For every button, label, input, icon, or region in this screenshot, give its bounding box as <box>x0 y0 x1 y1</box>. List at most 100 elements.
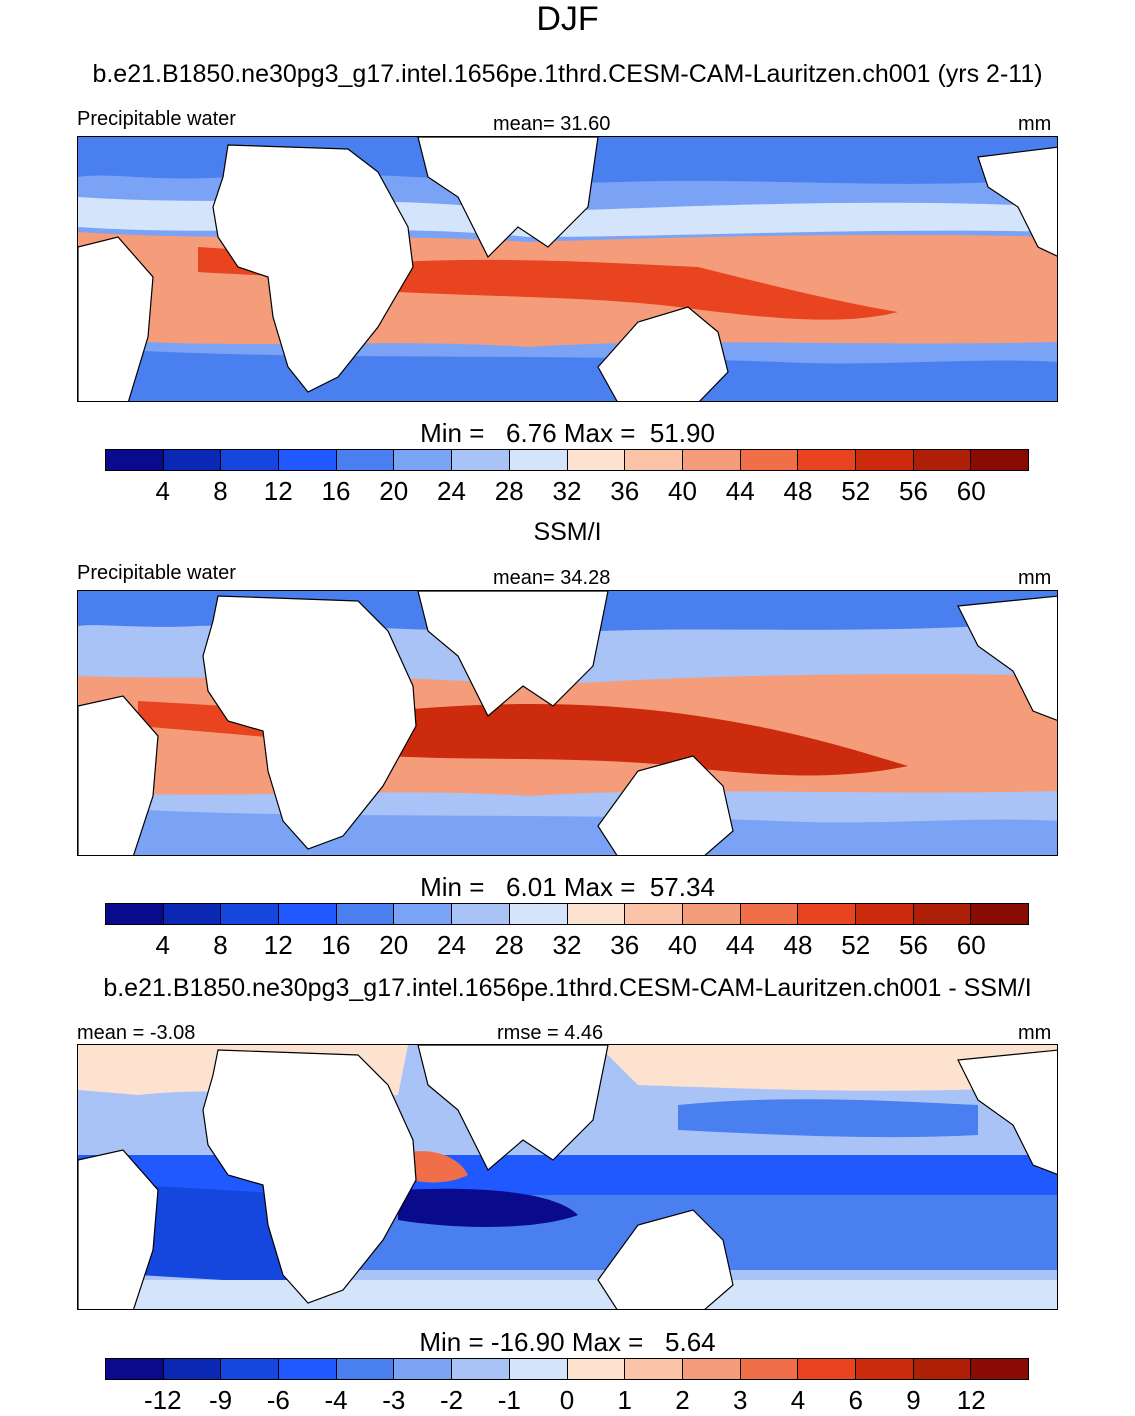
colorbar-tick-label: 8 <box>213 476 228 506</box>
colorbar-tick-label: 40 <box>668 930 697 960</box>
colorbar-segment <box>452 1359 510 1379</box>
colorbar-tick-label: 12 <box>263 476 293 506</box>
colorbar-tick-label: 8 <box>213 930 228 960</box>
colorbar-tick-label: 2 <box>675 1385 690 1415</box>
colorbar-segment <box>221 904 280 924</box>
colorbar-segment <box>855 450 914 470</box>
colorbar-tick-label: 56 <box>899 930 928 960</box>
south-america-landmass <box>78 236 154 401</box>
colorbar-tick-label: 52 <box>841 930 871 960</box>
colorbar-segment <box>682 1359 741 1379</box>
colorbar-tick-label: 52 <box>841 476 871 506</box>
colorbar-tick-label: 20 <box>379 476 409 506</box>
colorbar-segment <box>394 1359 453 1379</box>
colorbar-tick-label: 12 <box>956 1385 986 1415</box>
colorbar-segment <box>625 1359 683 1379</box>
colorbar-segment <box>682 450 741 470</box>
panel-1-map-graphic <box>78 137 1057 401</box>
asia-landmass <box>417 1045 609 1171</box>
panel-2-map-graphic <box>78 591 1057 855</box>
field-band-south <box>78 1280 1057 1309</box>
colorbar-tick-label: 60 <box>956 930 986 960</box>
colorbar-tick-label: 32 <box>552 930 582 960</box>
panel-3-minmax: Min = -16.90 Max = 5.64 <box>419 1327 716 1357</box>
colorbar-tick-label: -3 <box>382 1385 406 1415</box>
panel-3-mean-label: mean = -3.08 <box>77 1022 196 1044</box>
colorbar-segment <box>163 450 222 470</box>
south-america-landmass <box>78 1149 159 1309</box>
central-america-landmass <box>957 1049 1057 1175</box>
panel-1-map <box>77 136 1058 402</box>
colorbar-tick-label: -1 <box>497 1385 521 1415</box>
panel-1-mean-label: mean= 31.60 <box>493 113 611 135</box>
colorbar-tick-label: -2 <box>439 1385 464 1415</box>
colorbar-segment <box>106 904 164 924</box>
colorbar-segment <box>625 904 683 924</box>
colorbar-tick-label: 24 <box>437 930 466 960</box>
colorbar-tick-label: 28 <box>494 476 524 506</box>
colorbar-segment <box>163 904 222 924</box>
colorbar-tick-label: 44 <box>725 930 755 960</box>
colorbar-tick-label: 9 <box>906 1385 921 1415</box>
colorbar-segment <box>740 1359 799 1379</box>
colorbar-tick-label: 36 <box>610 930 640 960</box>
field-strong-negative-indian <box>398 1188 578 1227</box>
australia-landmass <box>597 1209 734 1309</box>
colorbar-segment <box>682 904 741 924</box>
colorbar-tick-label: 0 <box>559 1385 575 1415</box>
colorbar-segment <box>279 904 337 924</box>
colorbar-tick-label: 48 <box>783 476 813 506</box>
field-moist-indo-pacific <box>388 704 908 776</box>
colorbar-tick-label: 56 <box>899 476 928 506</box>
colorbar-segment <box>625 450 683 470</box>
colorbar-segment <box>163 1359 222 1379</box>
colorbar-tick-label: 4 <box>155 930 170 960</box>
panel-1-variable-label: Precipitable water <box>77 108 236 130</box>
panel-2-colorbar <box>105 903 1029 925</box>
main-title: DJF <box>536 0 599 38</box>
colorbar-tick-label: 4 <box>155 476 170 506</box>
colorbar-tick-label: 44 <box>725 476 755 506</box>
colorbar-tick-label: 6 <box>848 1385 863 1415</box>
colorbar-segment <box>971 450 1028 470</box>
asia-landmass <box>417 591 609 717</box>
colorbar-segment <box>394 450 453 470</box>
colorbar-segment <box>221 450 280 470</box>
colorbar-segment <box>798 904 856 924</box>
colorbar-segment <box>279 450 337 470</box>
colorbar-segment <box>913 904 972 924</box>
panel-2-map <box>77 590 1058 856</box>
colorbar-segment <box>913 450 972 470</box>
colorbar-segment <box>855 904 914 924</box>
colorbar-segment <box>509 1359 568 1379</box>
central-america-landmass <box>957 595 1057 721</box>
colorbar-segment <box>336 450 395 470</box>
colorbar-tick-label: 36 <box>610 476 640 506</box>
colorbar-tick-label: 48 <box>783 930 813 960</box>
panel-1-colorbar <box>105 449 1029 471</box>
colorbar-segment <box>336 1359 395 1379</box>
asia-landmass <box>417 137 599 259</box>
colorbar-segment <box>567 904 626 924</box>
field-negative-north-pacific <box>678 1099 978 1138</box>
colorbar-segment <box>740 904 799 924</box>
colorbar-tick-label: 1 <box>617 1385 632 1415</box>
south-america-landmass <box>78 695 159 855</box>
africa-landmass <box>212 144 414 393</box>
colorbar-tick-label: 40 <box>668 476 697 506</box>
field-strong-negative-atlantic <box>138 1185 308 1285</box>
colorbar-segment <box>509 904 568 924</box>
colorbar-tick-label: 28 <box>494 930 524 960</box>
panel-3-rmse-label: rmse = 4.46 <box>497 1022 604 1044</box>
colorbar-segment <box>855 1359 914 1379</box>
colorbar-tick-label: 24 <box>437 476 466 506</box>
africa-landmass <box>202 1049 417 1304</box>
panel-3-map-graphic <box>78 1045 1057 1309</box>
panel-1-minmax: Min = 6.76 Max = 51.90 <box>420 418 715 448</box>
central-america-landmass <box>977 146 1057 257</box>
colorbar-tick-label: 16 <box>321 476 351 506</box>
colorbar-segment <box>336 904 395 924</box>
panel-1-units-label: mm <box>1018 113 1052 135</box>
colorbar-segment <box>971 904 1028 924</box>
colorbar-tick-label: 4 <box>790 1385 806 1415</box>
